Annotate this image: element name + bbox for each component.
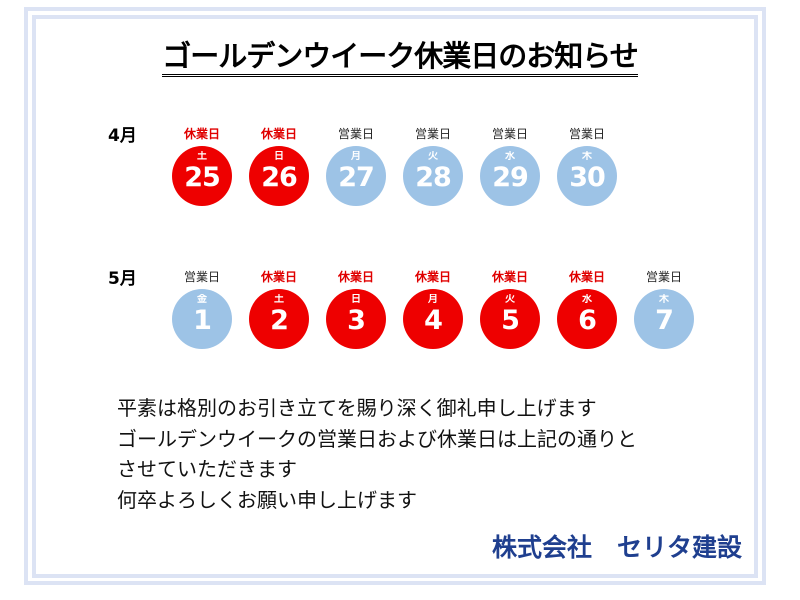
company-name: 株式会社 セリタ建設 — [491, 533, 742, 562]
day-status: 休業日 — [260, 127, 297, 141]
day-status: 営業日 — [491, 127, 528, 141]
day-holiday: 休業日火 5 — [480, 269, 540, 349]
day-status: 営業日 — [645, 270, 682, 284]
weekday: 月 — [351, 151, 361, 162]
day-status: 営業日 — [568, 127, 605, 141]
date-number: 2 — [270, 306, 288, 336]
date-number: 1 — [193, 306, 211, 336]
date-number: 29 — [492, 163, 528, 193]
weekday: 火 — [505, 294, 515, 305]
weekday: 火 — [428, 151, 438, 162]
day-circle: 木 30 — [557, 146, 617, 206]
message-body: 平素は格別のお引き立てを賜り深く御礼申し上げます ゴールデンウイークの営業日およ… — [117, 393, 637, 515]
weekday: 日 — [351, 294, 361, 305]
message-line: させていただきます — [117, 457, 297, 481]
day-workday: 営業日月 27 — [326, 126, 386, 206]
message-line: ゴールデンウイークの営業日および休業日は上記の通りと — [117, 426, 637, 451]
date-number: 25 — [184, 163, 220, 193]
date-number: 5 — [501, 306, 519, 336]
date-number: 6 — [578, 306, 596, 336]
day-circle: 水 29 — [480, 146, 540, 206]
day-status: 休業日 — [183, 127, 220, 141]
day-holiday: 休業日月 4 — [403, 269, 463, 349]
day-status: 営業日 — [183, 270, 220, 284]
inner-frame — [32, 15, 758, 578]
day-holiday: 休業日日 3 — [326, 269, 386, 349]
day-status: 休業日 — [337, 270, 374, 284]
day-status: 休業日 — [414, 270, 451, 284]
date-number: 30 — [569, 163, 605, 193]
date-number: 3 — [347, 306, 365, 336]
weekday: 日 — [274, 151, 284, 162]
day-holiday: 休業日水 6 — [557, 269, 617, 349]
day-circle: 月 27 — [326, 146, 386, 206]
day-status: 営業日 — [337, 127, 374, 141]
day-workday: 営業日木 7 — [634, 269, 694, 349]
message-line: 何卒よろしくお願い申し上げます — [117, 487, 417, 512]
notice-title-text: ゴールデンウイーク休業日のお知らせ — [162, 39, 639, 77]
date-number: 26 — [261, 163, 297, 193]
day-circle: 日 26 — [249, 146, 309, 206]
day-status: 営業日 — [414, 127, 451, 141]
day-holiday: 休業日土 2 — [249, 269, 309, 349]
weekday: 土 — [197, 151, 207, 162]
day-workday: 営業日水 29 — [480, 126, 540, 206]
date-number: 28 — [415, 163, 451, 193]
day-status: 休業日 — [568, 270, 605, 284]
weekday: 水 — [582, 294, 592, 305]
date-number: 4 — [424, 306, 442, 336]
weekday: 月 — [428, 294, 438, 305]
day-status: 休業日 — [491, 270, 528, 284]
day-workday: 営業日金 1 — [172, 269, 232, 349]
day-holiday: 休業日土 25 — [172, 126, 232, 206]
outer-frame — [24, 7, 766, 585]
day-circle: 土 25 — [172, 146, 232, 206]
weekday: 木 — [659, 294, 669, 305]
weekday: 水 — [505, 151, 515, 162]
date-number: 7 — [655, 306, 673, 336]
date-number: 27 — [338, 163, 374, 193]
day-status: 休業日 — [260, 270, 297, 284]
notice-title: ゴールデンウイーク休業日のお知らせ — [0, 38, 800, 77]
day-workday: 営業日木 30 — [557, 126, 617, 206]
day-holiday: 休業日日 26 — [249, 126, 309, 206]
month-label-april: 4月 — [108, 126, 137, 146]
weekday: 土 — [274, 294, 284, 305]
message-line: 平素は格別のお引き立てを賜り深く御礼申し上げます — [117, 396, 597, 420]
month-label-may: 5月 — [108, 269, 137, 289]
day-circle: 火 28 — [403, 146, 463, 206]
weekday: 木 — [582, 151, 592, 162]
weekday: 金 — [197, 294, 207, 305]
day-workday: 営業日火 28 — [403, 126, 463, 206]
